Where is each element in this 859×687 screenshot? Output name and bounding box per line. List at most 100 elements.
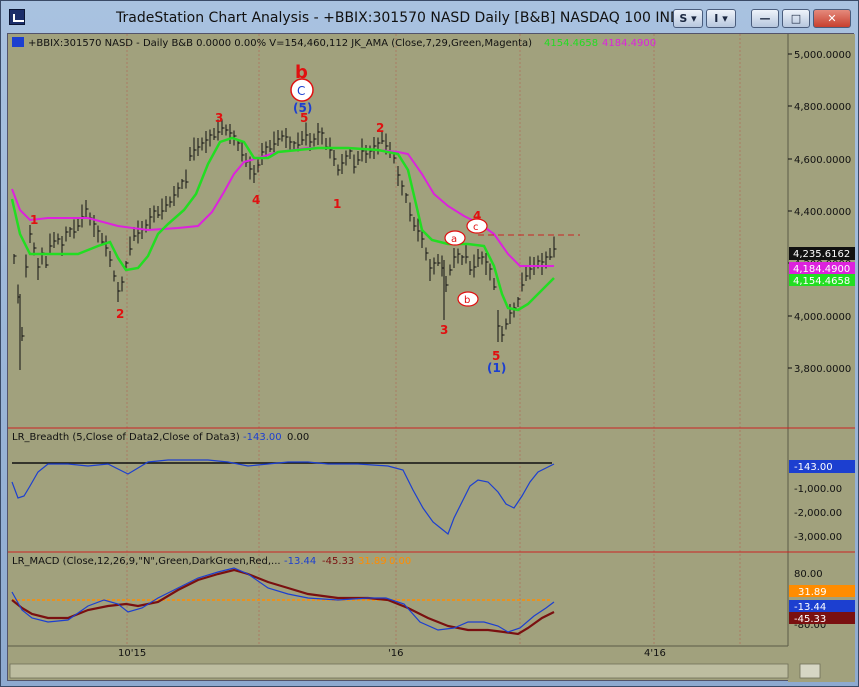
price-bar [229, 124, 233, 144]
price-bar [13, 254, 17, 264]
price-tick-label: 3,800.0000 [794, 364, 851, 375]
price-bar [405, 193, 409, 203]
price-bar [37, 258, 41, 280]
minimize-button[interactable]: — [751, 9, 779, 28]
price-bar [269, 140, 273, 152]
price-bar [93, 215, 97, 237]
price-bar [401, 180, 405, 196]
price-bar [177, 182, 181, 198]
last-price-tag-text: 4,235.6162 [793, 249, 850, 260]
price-bar [113, 270, 117, 282]
title-bar[interactable]: TradeStation Chart Analysis - +BBIX:3015… [1, 1, 858, 35]
price-bar [517, 297, 521, 307]
green-price-tag-text: 4,154.4658 [793, 276, 850, 287]
price-bar [485, 253, 489, 275]
breadth-status-text: LR_Breadth (5,Close of Data2,Close of Da… [12, 432, 240, 443]
small-circle-b [457, 291, 479, 307]
price-bar [357, 151, 361, 165]
price-bar [257, 159, 261, 173]
maximize-button[interactable]: □ [782, 9, 810, 28]
price-bar [149, 208, 153, 230]
magenta-price-tag-text: 4,184.4900 [793, 264, 850, 275]
price-tick-label: 4,000.0000 [794, 312, 851, 323]
price-bar [73, 219, 77, 239]
price-bar [25, 254, 29, 278]
breadth-tick-label: -1,000.00 [794, 484, 842, 495]
price-bar [397, 166, 401, 186]
price-tick-label: 4,800.0000 [794, 102, 851, 113]
price-bar [541, 253, 545, 275]
price-bar [221, 119, 225, 135]
x-label-jan16: '16 [388, 648, 403, 659]
magenta-price-tag [789, 262, 855, 274]
small-circle-c [466, 218, 488, 234]
price-bar [77, 217, 81, 231]
price-bar [553, 236, 557, 258]
wave-label-3: 3 [215, 111, 223, 125]
chart-canvas[interactable]: +BBIX:301570 NASD - Daily B&B 0.0000 0.0… [8, 34, 855, 682]
price-bar [129, 236, 133, 256]
scrollbar-thumb[interactable] [799, 663, 821, 679]
price-bar [349, 149, 353, 159]
price-bar [225, 124, 229, 136]
wave-label-2b: 2 [376, 121, 384, 135]
price-bar [205, 131, 209, 153]
price-bar [425, 247, 429, 261]
small-circle-c-label: c [473, 222, 479, 233]
wave-1-paren: (1) [487, 361, 506, 375]
right-axis-bg [788, 34, 855, 682]
wave-labels: 1 2 3 4 5 1 2 3 4 5 [30, 111, 500, 363]
chart-area[interactable]: +BBIX:301570 NASD - Daily B&B 0.0000 0.0… [7, 33, 855, 682]
price-bar [237, 141, 241, 151]
price-bar [493, 278, 497, 290]
price-bar [353, 154, 357, 174]
price-bar [501, 326, 505, 342]
price-bar [157, 206, 161, 218]
wave-label-1: 1 [30, 213, 38, 227]
price-bar [189, 147, 193, 161]
price-bar [445, 276, 449, 292]
price-bar [253, 165, 257, 183]
price-bar [97, 225, 101, 243]
s-dropdown-button[interactable]: S ▾ [673, 9, 703, 28]
wave-label-4: 4 [252, 193, 260, 207]
price-bar [273, 131, 277, 153]
macd-blue-tag [789, 600, 855, 612]
price-bar [61, 236, 65, 256]
macd-red-tag [789, 612, 855, 624]
wave-label-5: 5 [300, 111, 308, 125]
price-bar [505, 318, 509, 330]
macd-blue-tag-text: -13.44 [794, 602, 826, 613]
circle-c-marker [290, 78, 314, 102]
price-bar [453, 248, 457, 268]
breadth-tag-text: -143.00 [794, 462, 833, 473]
price-bar [477, 249, 481, 267]
price-bar [41, 247, 45, 265]
price-bar [305, 122, 309, 146]
price-bar [133, 227, 137, 241]
circle-c-label: C [297, 84, 305, 98]
macd-red-tag-text: -45.33 [794, 614, 826, 625]
macd-orange-tag [789, 585, 855, 597]
price-bar [57, 233, 61, 245]
price-bar [69, 227, 73, 237]
macd-status-val4: 0.00 [389, 556, 411, 567]
x-label-oct15: 10'15 [118, 648, 146, 659]
breadth-tag [789, 460, 855, 473]
i-dropdown-button[interactable]: I ▾ [706, 9, 736, 28]
small-circle-a [444, 230, 466, 246]
price-bar [81, 204, 85, 228]
horizontal-scrollbar[interactable] [9, 663, 789, 679]
price-bar [301, 131, 305, 145]
price-bar [529, 256, 533, 280]
price-bar [261, 143, 265, 165]
price-bar [525, 267, 529, 281]
wave-label-4b: 4 [473, 209, 481, 223]
price-bar [109, 251, 113, 267]
price-bar [413, 217, 417, 231]
close-button[interactable]: ✕ [813, 9, 851, 28]
x-label-apr16: 4'16 [644, 648, 666, 659]
price-bar [449, 264, 453, 276]
window-title: TradeStation Chart Analysis - +BBIX:3015… [116, 10, 690, 26]
price-bar [217, 119, 221, 141]
